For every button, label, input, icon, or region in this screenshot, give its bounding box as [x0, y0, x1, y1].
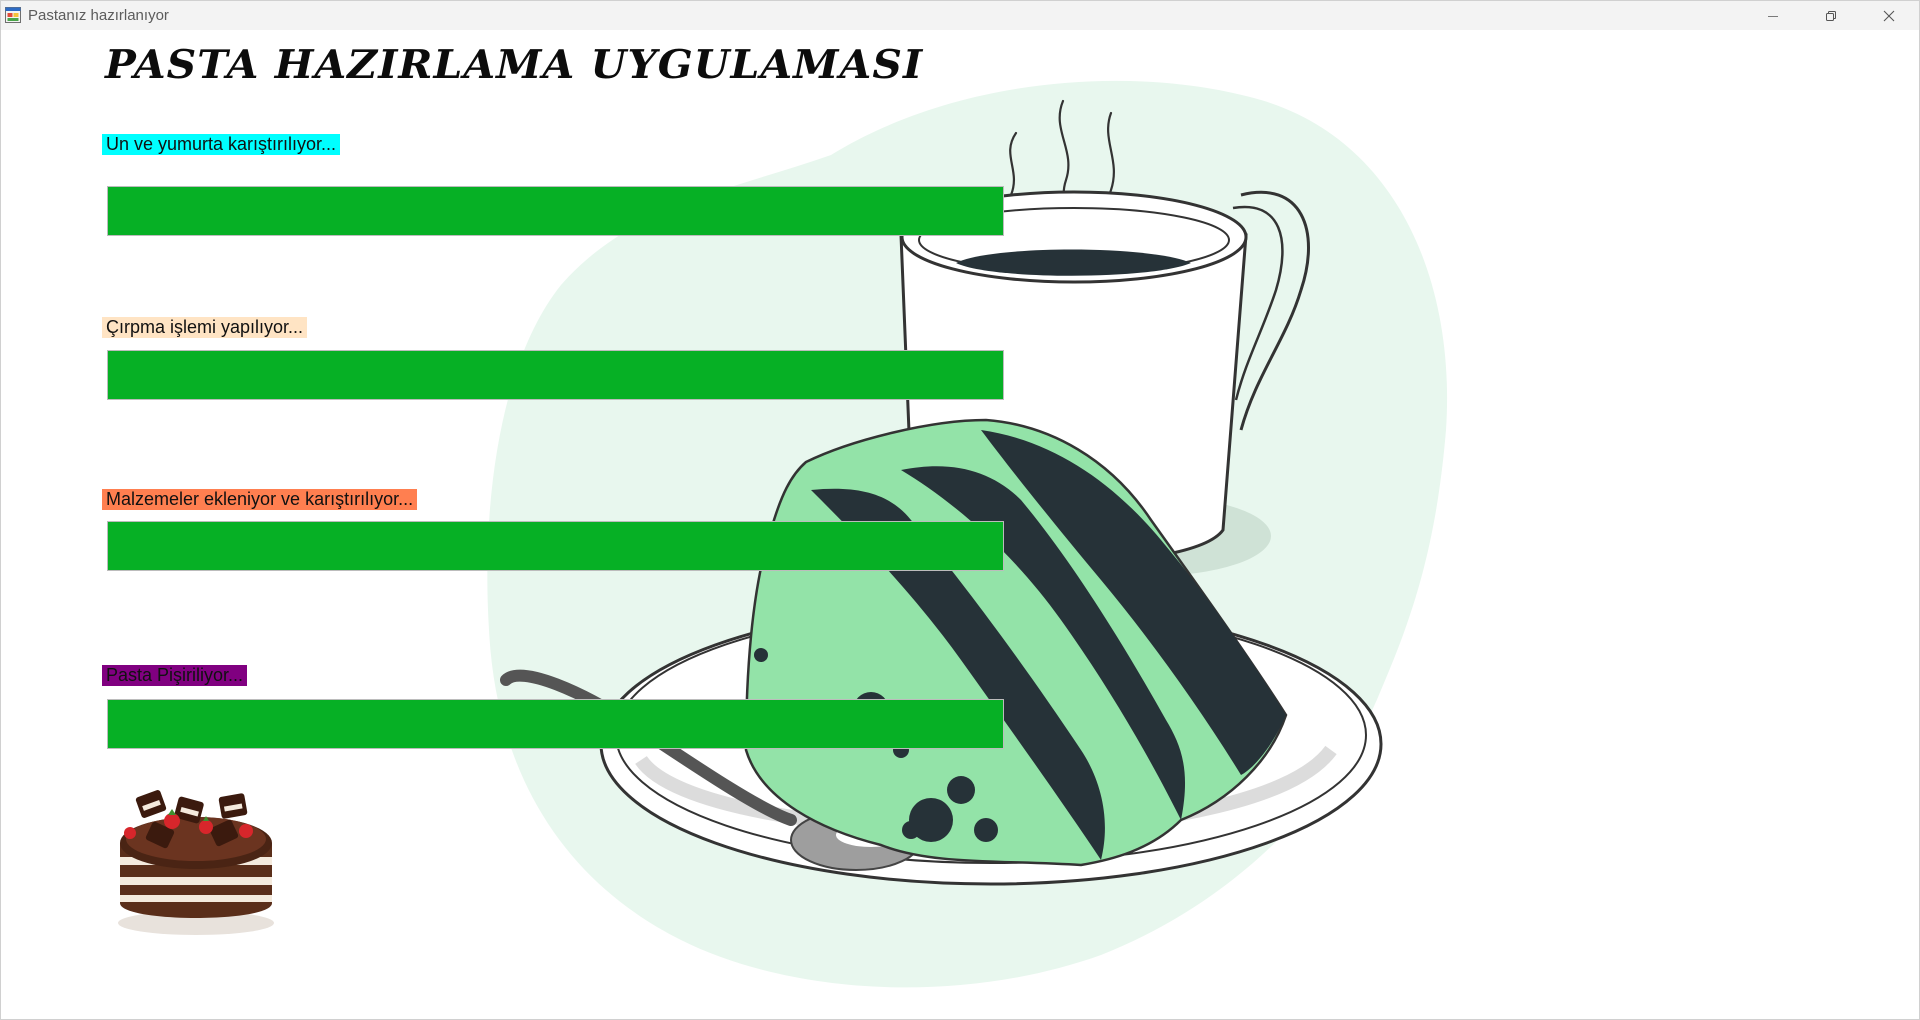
step-label-text: Malzemeler ekleniyor ve karıştırılıyor..…	[106, 489, 414, 509]
progress-fill	[108, 522, 1003, 570]
step-label-mixing: Un ve yumurta karıştırılıyor...	[102, 134, 341, 155]
winforms-app-icon	[5, 7, 21, 23]
step-label-text: Un ve yumurta karıştırılıyor...	[106, 134, 337, 154]
progress-fill	[108, 700, 1003, 748]
step-label-text: Çırpma işlemi yapılıyor...	[106, 317, 304, 337]
restore-icon	[1826, 10, 1836, 21]
page-title: PASTA HAZIRLAMA UYGULAMASI	[105, 42, 924, 88]
restore-button[interactable]	[1802, 1, 1860, 30]
progress-bar-mixing	[107, 186, 1004, 236]
close-button[interactable]	[1860, 1, 1918, 30]
progress-bar-baking	[107, 699, 1004, 749]
step-label-text: Pasta Pişiriliyor...	[106, 665, 244, 685]
progress-bar-whisking	[107, 350, 1004, 400]
minimize-button[interactable]	[1744, 1, 1802, 30]
title-bar[interactable]: Pastanız hazırlanıyor	[1, 1, 1919, 30]
progress-fill	[108, 351, 1003, 399]
close-icon	[1883, 10, 1895, 21]
chocolate-layer-cake-photo	[118, 790, 274, 935]
step-label-whisking: Çırpma işlemi yapılıyor...	[102, 317, 308, 338]
main-form: PASTA HAZIRLAMA UYGULAMASI Un ve yumurta…	[1, 30, 1919, 1019]
progress-bar-adding-ingredients	[107, 521, 1004, 571]
progress-fill	[108, 187, 1003, 235]
minimize-icon	[1768, 15, 1778, 17]
step-label-baking: Pasta Pişiriliyor...	[102, 665, 248, 686]
window-title: Pastanız hazırlanıyor	[28, 7, 169, 24]
step-label-adding-ingredients: Malzemeler ekleniyor ve karıştırılıyor..…	[102, 489, 418, 510]
